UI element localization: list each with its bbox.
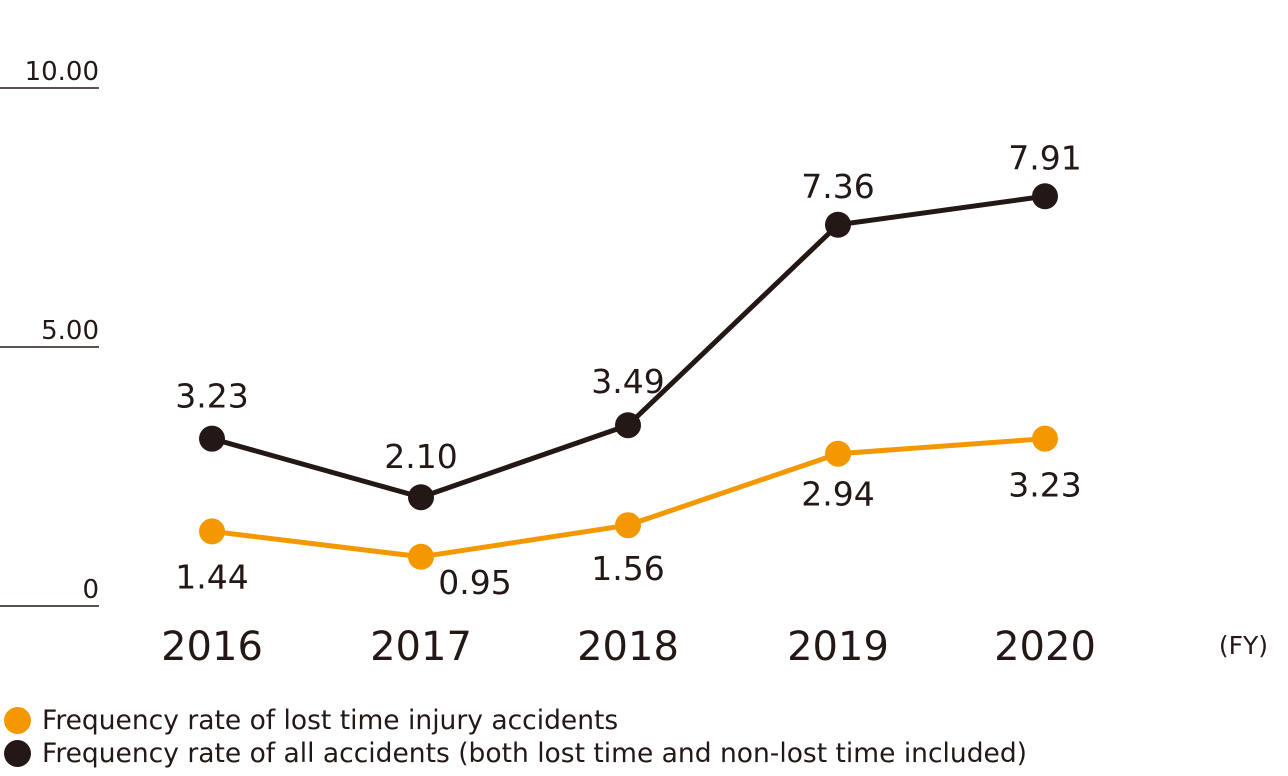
y-tick-label: 0 (82, 575, 99, 605)
data-point (408, 543, 434, 570)
y-axis: 0 5.00 10.00 (0, 57, 99, 607)
y-tick-label: 10.00 (25, 57, 99, 87)
data-point (199, 425, 225, 452)
data-point (825, 440, 851, 467)
x-axis: 2016 2017 2018 2019 2020 (161, 624, 1096, 670)
x-tick-label: 2020 (994, 624, 1096, 670)
data-label: 0.95 (438, 563, 511, 602)
legend-item-lost-time: Frequency rate of lost time injury accid… (4, 704, 1027, 737)
series-layer: 1.44 0.95 1.56 2.94 3.23 3.23 2.10 3.49 7.36 7.91 (175, 138, 1081, 602)
series-line (211, 193, 1046, 500)
data-point (1032, 425, 1058, 452)
x-tick-label: 2017 (370, 624, 472, 670)
data-point (615, 512, 641, 539)
data-point (825, 211, 851, 238)
data-point (199, 518, 225, 545)
data-label: 2.94 (801, 475, 874, 514)
data-label: 7.36 (801, 167, 874, 206)
data-label: 1.44 (175, 557, 248, 596)
legend: Frequency rate of lost time injury accid… (4, 704, 1027, 770)
data-point (1032, 183, 1058, 210)
data-label: 3.23 (1008, 466, 1081, 505)
y-tick-label: 5.00 (41, 316, 99, 346)
legend-item-all-accidents: Frequency rate of all accidents (both lo… (4, 737, 1027, 770)
data-label: 3.49 (591, 362, 664, 401)
data-point (408, 484, 434, 511)
x-tick-label: 2019 (787, 624, 889, 670)
legend-label: Frequency rate of all accidents (both lo… (42, 738, 1027, 769)
data-label: 7.91 (1008, 138, 1081, 177)
legend-label: Frequency rate of lost time injury accid… (42, 705, 619, 736)
data-label: 2.10 (384, 437, 457, 476)
x-tick-label: 2018 (577, 624, 679, 670)
series-line (211, 436, 1046, 560)
data-label: 3.23 (175, 377, 248, 416)
legend-marker-black-icon (4, 740, 31, 767)
data-point (615, 412, 641, 439)
x-tick-label: 2016 (161, 624, 263, 670)
data-label: 1.56 (591, 549, 664, 588)
legend-marker-orange-icon (4, 707, 31, 734)
line-chart: 0 5.00 10.00 2016 2017 2018 2019 2020 1.44 0.95… (0, 57, 1268, 670)
x-axis-unit-label: (FY) (1219, 631, 1268, 660)
